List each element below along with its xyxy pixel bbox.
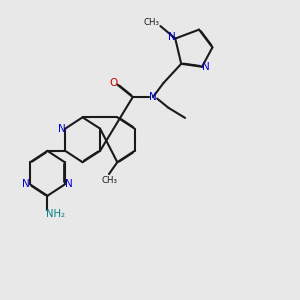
Text: N: N bbox=[202, 62, 209, 72]
Text: N: N bbox=[65, 179, 72, 190]
Text: N: N bbox=[168, 32, 176, 42]
Text: CH₃: CH₃ bbox=[102, 176, 118, 184]
Text: N: N bbox=[149, 92, 157, 102]
Text: CH₃: CH₃ bbox=[143, 18, 160, 27]
Text: NH₂: NH₂ bbox=[46, 209, 65, 219]
Text: N: N bbox=[58, 124, 65, 134]
Text: O: O bbox=[109, 78, 118, 88]
Text: N: N bbox=[22, 179, 30, 190]
